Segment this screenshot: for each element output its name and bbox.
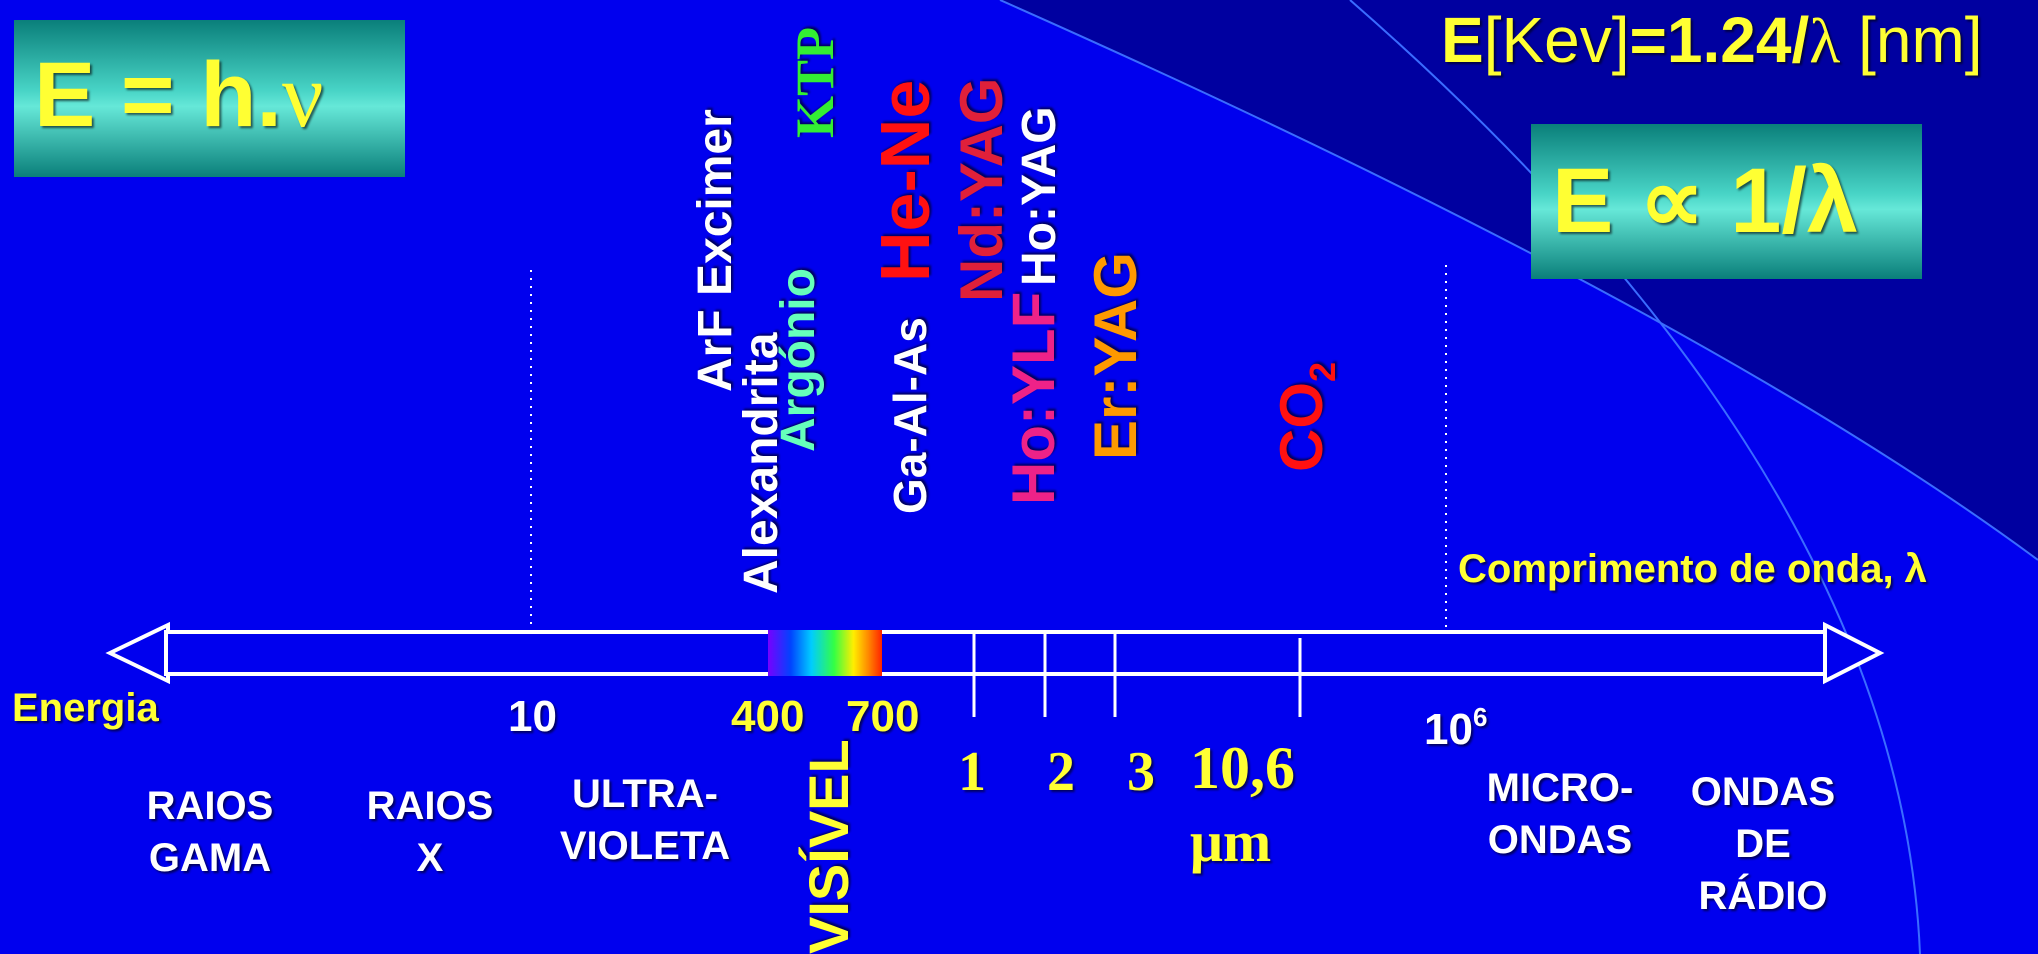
- laser-argonio: Argónio: [772, 268, 825, 452]
- lambda-symbol: λ: [1809, 5, 1841, 76]
- laser-ktp: KTP: [785, 26, 845, 138]
- band-uv-line2: VIOLETA: [559, 824, 731, 868]
- laser-ga-al-as: Ga-Al-As: [884, 317, 936, 514]
- planck-formula: E = h.ν: [34, 40, 324, 150]
- um-label-2: 2: [1047, 741, 1075, 803]
- tick-1e6-exponent: 6: [1472, 702, 1488, 732]
- band-radio-line1: ONDAS: [1690, 770, 1836, 814]
- band-radio-line2: DE: [1735, 822, 1791, 866]
- laser-he-ne: He-Ne: [866, 79, 944, 282]
- spectrum-bar: [164, 630, 1830, 676]
- proportional-formula: E ∝ 1/λ: [1552, 150, 1859, 252]
- band-radio: ONDAS DE RÁDIO: [1673, 766, 1853, 922]
- band-xray-line1: RAIOS: [366, 784, 494, 828]
- arrow-right: [1823, 621, 1885, 685]
- band-gamma-line1: RAIOS: [146, 784, 274, 828]
- um-label-1: 1: [958, 741, 986, 803]
- band-xray-line2: X: [416, 836, 444, 880]
- laser-ho-yag: Ho:YAG: [1013, 106, 1066, 286]
- um-unit-label: μm: [1190, 809, 1272, 874]
- tick-label-10: 10: [508, 692, 557, 741]
- laser-co2: CO2: [1268, 361, 1343, 472]
- curve-outer: [1349, 0, 1921, 954]
- laser-co2-subscript: 2: [1302, 361, 1343, 382]
- proportional-formula-box: [1531, 124, 1922, 279]
- band-gamma: RAIOS GAMA: [140, 780, 280, 884]
- wavelength-axis-label: Comprimento de onda, λ: [1458, 547, 1927, 591]
- um-label-10-6: 10,6: [1190, 735, 1295, 801]
- band-microwaves: MICRO- ONDAS: [1470, 762, 1650, 866]
- energy-formula-e: E: [1441, 4, 1484, 76]
- curve-inner: [999, 0, 2038, 561]
- band-visible: VISÍVEL: [797, 739, 860, 954]
- energy-formula: E[Kev]=1.24/λ [nm]: [1441, 0, 1983, 81]
- laser-co2-text: CO: [1268, 382, 1335, 472]
- tick-label-700: 700: [846, 692, 920, 741]
- laser-ho-ylf: Ho:YLF: [1000, 291, 1067, 505]
- energy-formula-unit: [Kev]: [1483, 4, 1630, 76]
- planck-formula-text: E = h.: [34, 44, 282, 146]
- band-gamma-line2: GAMA: [148, 836, 272, 880]
- band-micro-line2: ONDAS: [1487, 818, 1633, 862]
- laser-er-yag: Er:YAG: [1082, 252, 1149, 460]
- planck-formula-box: [14, 20, 405, 177]
- band-uv: ULTRA- VIOLETA: [540, 768, 750, 872]
- band-radio-line3: RÁDIO: [1698, 874, 1828, 918]
- energy-axis-label: Energia: [12, 686, 159, 730]
- um-label-3: 3: [1127, 741, 1155, 803]
- band-xray: RAIOS X: [355, 780, 505, 884]
- tick-label-400: 400: [731, 692, 805, 741]
- energy-formula-eq: =1.24/: [1629, 4, 1810, 76]
- energy-formula-nm: [nm]: [1840, 4, 1983, 76]
- tick-1e6-base: 10: [1424, 705, 1473, 754]
- band-uv-line1: ULTRA-: [572, 772, 718, 816]
- laser-arf-excimer: ArF Excimer: [689, 109, 742, 392]
- band-micro-line1: MICRO-: [1486, 766, 1634, 810]
- tick-label-1e6: 106: [1424, 693, 1487, 754]
- nu-symbol: ν: [281, 44, 324, 146]
- visible-spectrum: [768, 630, 882, 676]
- laser-nd-yag: Nd:YAG: [948, 77, 1015, 302]
